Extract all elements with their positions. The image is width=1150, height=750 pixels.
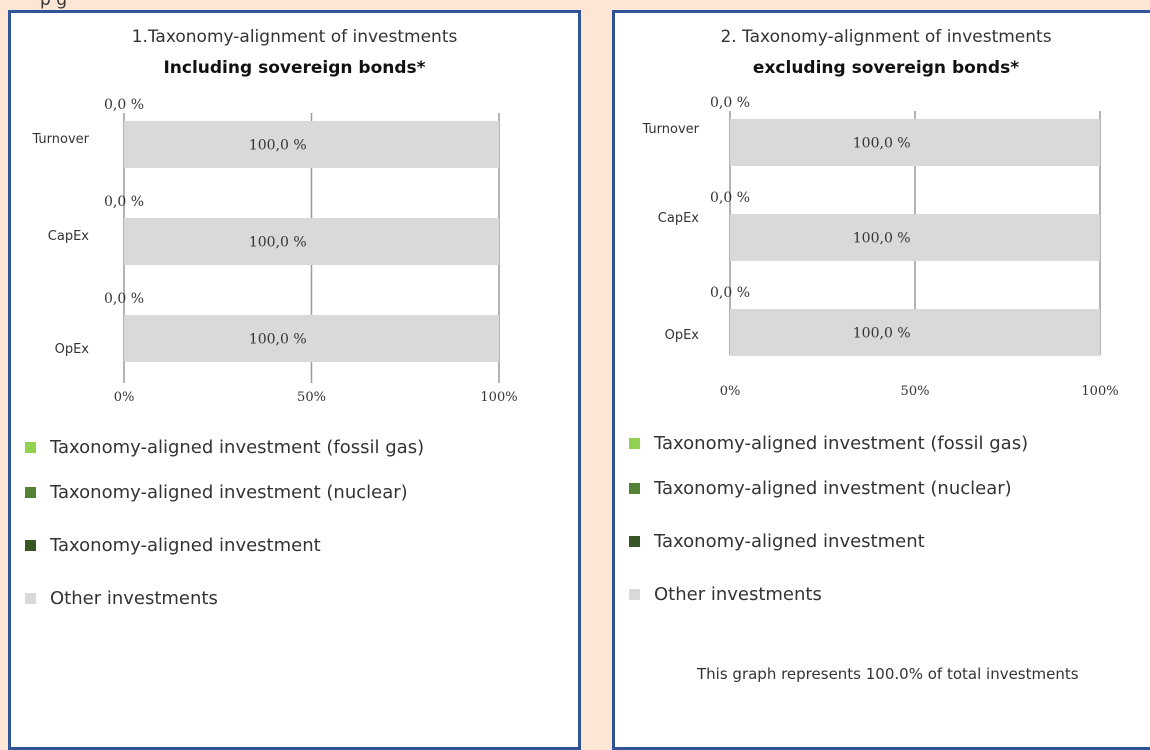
legend-swatch bbox=[25, 593, 36, 604]
legend-swatch bbox=[629, 536, 640, 547]
data-label-aligned: 0,0 % bbox=[710, 95, 750, 111]
tick-label: 50% bbox=[901, 384, 930, 399]
chart-title: 1.Taxonomy-alignment of investments bbox=[131, 27, 458, 47]
legend-swatch bbox=[629, 589, 640, 600]
legend-label: Taxonomy-aligned investment bbox=[50, 535, 321, 556]
tick-label: 0% bbox=[720, 384, 741, 399]
legend-label: Taxonomy-aligned investment (nuclear) bbox=[50, 482, 408, 503]
chart-subtitle: Including sovereign bonds* bbox=[163, 58, 426, 78]
chart-subtitle: excluding sovereign bonds* bbox=[752, 58, 1020, 78]
data-label-aligned: 0,0 % bbox=[710, 190, 750, 206]
legend-label: Taxonomy-aligned investment bbox=[654, 531, 925, 552]
chart-title: 2. Taxonomy-alignment of investments bbox=[720, 27, 1052, 47]
tick-label: 100% bbox=[480, 390, 517, 405]
category-label: OpEx bbox=[55, 342, 90, 357]
tick-label: 0% bbox=[114, 390, 135, 405]
tick-label: 100% bbox=[1081, 384, 1118, 399]
legend-label: Taxonomy-aligned investment (fossil gas) bbox=[50, 437, 425, 458]
bar-chart-including-sovereign: 0,0 % 100,0 % Turnover 0,0 % 100,0 % CapEx 0,0… bbox=[31, 97, 517, 405]
legend-label: Taxonomy-aligned investment (nuclear) bbox=[654, 478, 1012, 499]
category-label: Turnover bbox=[641, 122, 699, 137]
data-label-aligned: 0,0 % bbox=[104, 194, 144, 210]
category-label: Turnover bbox=[31, 132, 89, 147]
legend-swatch bbox=[629, 438, 640, 449]
legend-label: Other investments bbox=[50, 588, 218, 609]
data-label-other: 100,0 % bbox=[249, 138, 307, 154]
bar-other bbox=[730, 309, 1100, 356]
bar-chart-excluding-sovereign: 0,0 % 100,0 % Turnover 0,0 % 100,0 % CapEx 0,0… bbox=[641, 95, 1118, 399]
legend-label: Taxonomy-aligned investment (fossil gas) bbox=[654, 433, 1029, 454]
data-label-aligned: 0,0 % bbox=[104, 291, 144, 307]
category-label: CapEx bbox=[48, 229, 90, 244]
data-label-other: 100,0 % bbox=[249, 235, 307, 251]
bar-other bbox=[730, 214, 1100, 261]
legend-swatch bbox=[25, 442, 36, 453]
bar-other bbox=[124, 121, 499, 168]
bar-other bbox=[124, 218, 499, 265]
data-label-other: 100,0 % bbox=[853, 326, 911, 342]
data-label-aligned: 0,0 % bbox=[104, 97, 144, 113]
legend-swatch bbox=[25, 487, 36, 498]
chart-panel-excluding-sovereign: 2. Taxonomy-alignment of investments exc… bbox=[612, 10, 1150, 750]
legend-swatch bbox=[25, 540, 36, 551]
bar-other bbox=[730, 119, 1100, 166]
bar-other bbox=[124, 315, 499, 362]
coverage-note: This graph represents 100.0% of total in… bbox=[697, 665, 1079, 683]
category-label: OpEx bbox=[665, 328, 700, 343]
category-label: CapEx bbox=[658, 211, 700, 226]
data-label-other: 100,0 % bbox=[249, 332, 307, 348]
tick-label: 50% bbox=[297, 390, 326, 405]
legend-swatch bbox=[629, 483, 640, 494]
header-fragment: p g bbox=[40, 0, 67, 10]
data-label-other: 100,0 % bbox=[853, 136, 911, 152]
legend-label: Other investments bbox=[654, 584, 822, 605]
data-label-aligned: 0,0 % bbox=[710, 285, 750, 301]
data-label-other: 100,0 % bbox=[853, 231, 911, 247]
chart-panel-including-sovereign: 1.Taxonomy-alignment of investments Incl… bbox=[8, 10, 581, 750]
